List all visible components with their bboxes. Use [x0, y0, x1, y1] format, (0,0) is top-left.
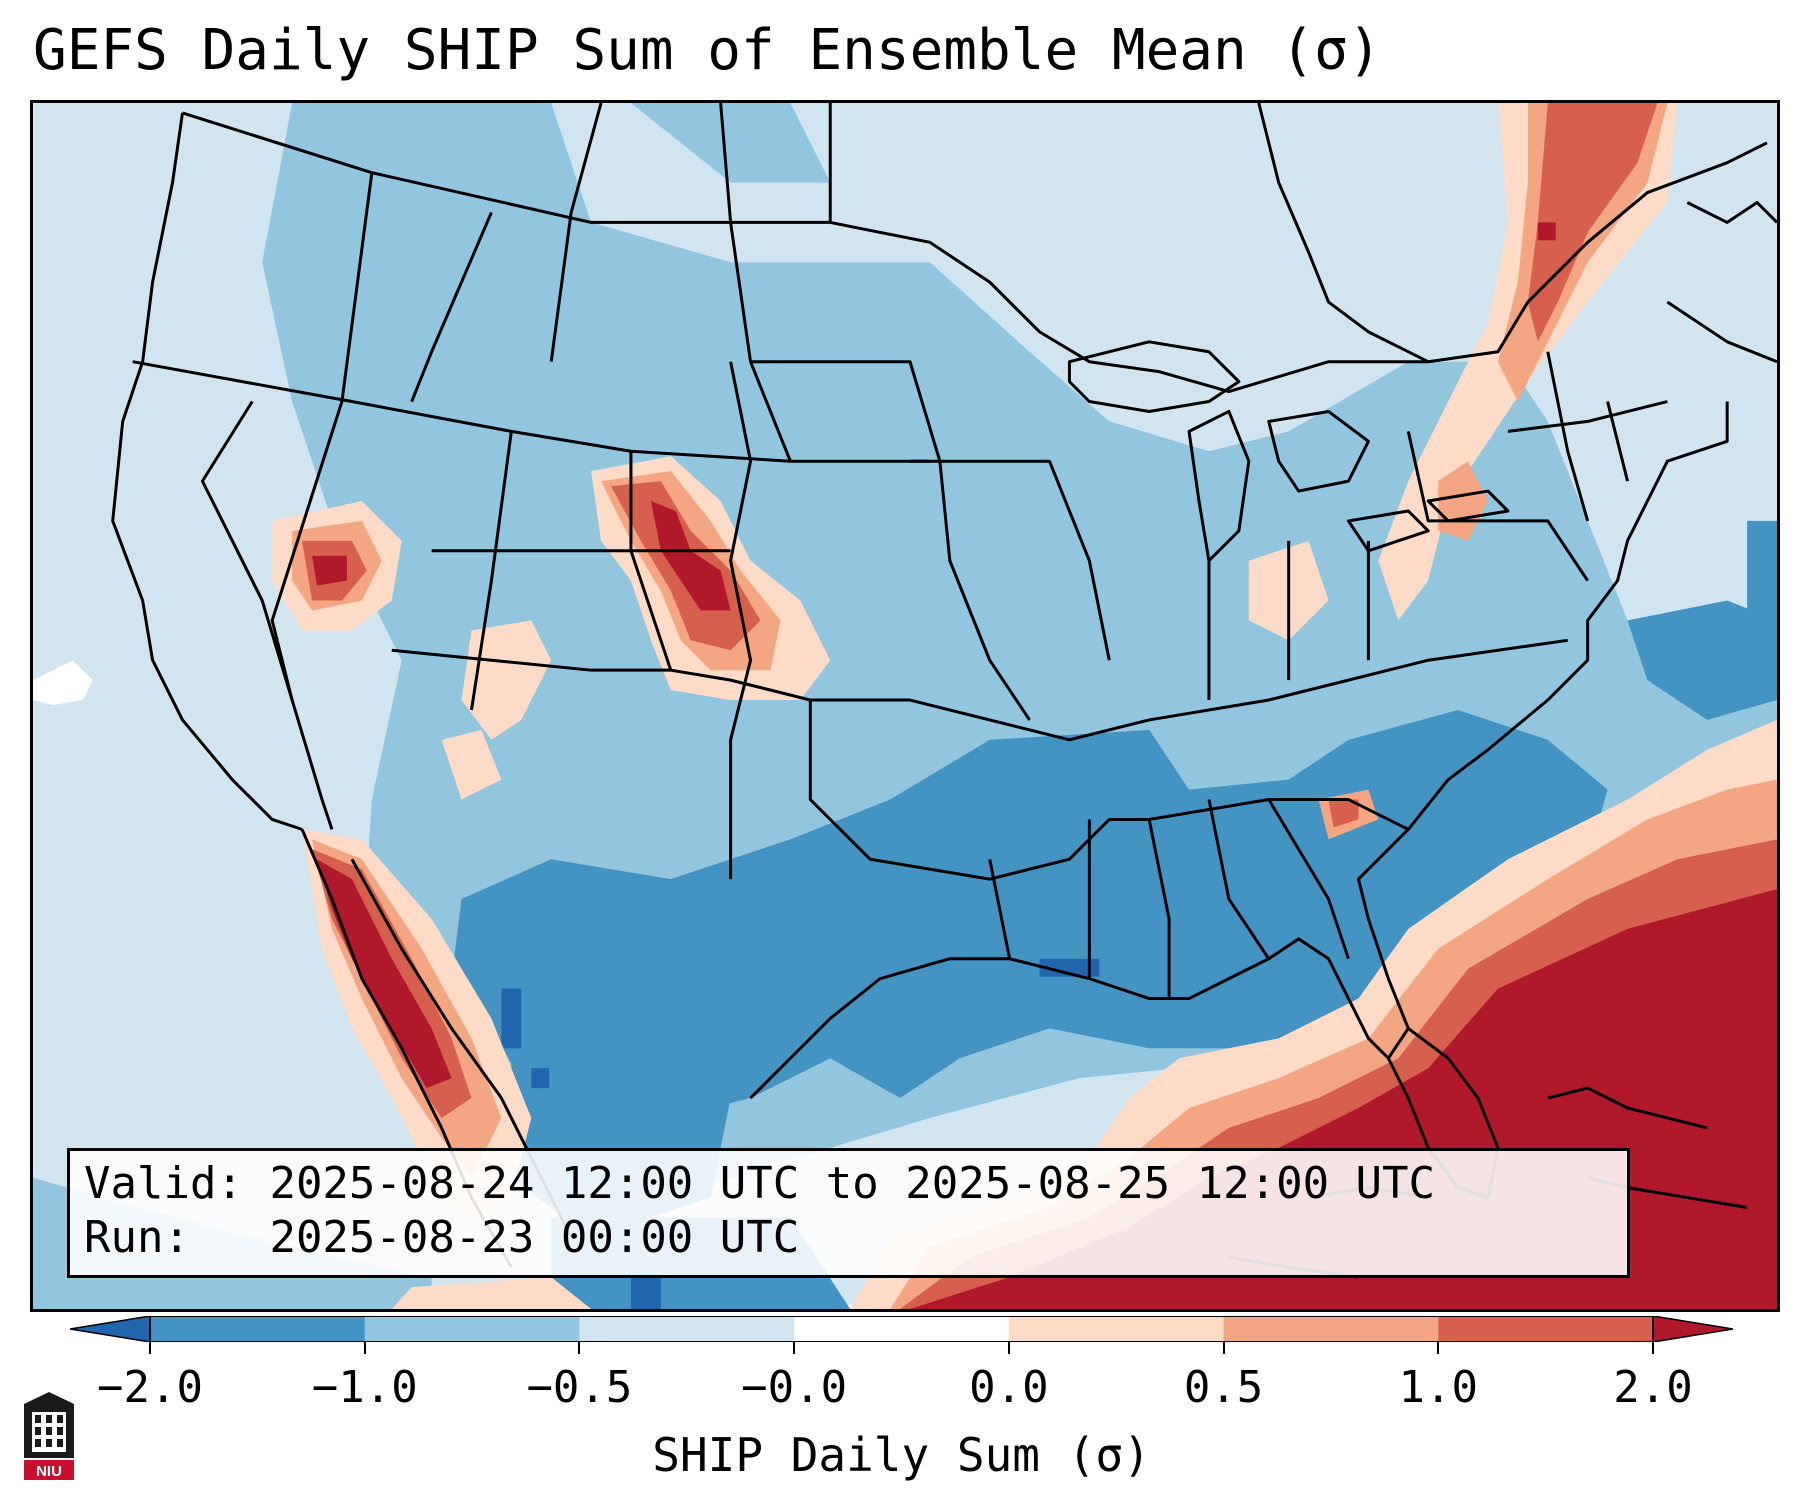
colorbar-tick-mark — [1007, 1342, 1010, 1354]
colorbar-tick-mark — [578, 1342, 581, 1354]
colorbar-tick-label: −0.5 — [526, 1362, 633, 1413]
colorbar-segment — [794, 1316, 1010, 1342]
colorbar-tick-mark — [1652, 1342, 1654, 1354]
run-time-text: 2025-08-23 00:00 UTC — [269, 1212, 800, 1263]
run-label: Run: — [84, 1212, 190, 1263]
valid-row: Valid: 2025-08-24 12:00 UTC to 2025-08-2… — [84, 1157, 1627, 1211]
colorbar-tick-mark — [793, 1342, 796, 1354]
colorbar-tick-label: −2.0 — [97, 1362, 203, 1413]
colorbar-outline — [149, 1316, 1654, 1342]
colorbar-high-extend-arrow — [1652, 1316, 1733, 1342]
niu-logo-icon: NIU — [24, 1392, 74, 1480]
colorbar-tick-label: 1.0 — [1398, 1362, 1479, 1413]
colorbar-tick-label: 0.0 — [969, 1362, 1049, 1413]
colorbar-tick-mark — [149, 1342, 151, 1354]
colorbar-tick-mark — [1222, 1342, 1225, 1354]
valid-run-info-box: Valid: 2025-08-24 12:00 UTC to 2025-08-2… — [67, 1148, 1630, 1278]
colorbar-segment — [579, 1316, 795, 1342]
colorbar-tick-label: 0.5 — [1183, 1362, 1264, 1413]
colorbar-segments — [150, 1316, 1654, 1342]
colorbar-segment — [1223, 1316, 1439, 1342]
colorbar-tick-mark — [1437, 1342, 1440, 1354]
map-panel — [30, 100, 1780, 1312]
colorbar — [70, 1316, 1733, 1342]
anomaly-dark-blue — [501, 958, 1100, 1309]
valid-time-text: 2025-08-24 12:00 UTC to 2025-08-25 12:00… — [269, 1158, 1436, 1209]
political-borders — [111, 103, 1777, 1279]
colorbar-segment — [150, 1316, 366, 1342]
colorbar-tick-label: 2.0 — [1613, 1362, 1693, 1413]
colorbar-low-extend-arrow — [70, 1316, 151, 1342]
anomaly-warm-northeast — [1378, 103, 1678, 621]
colorbar-tick-mark — [363, 1342, 366, 1354]
anomaly-warm-mexico — [302, 829, 592, 1309]
anomaly-neutral-specks — [33, 660, 93, 706]
colorbar-tick-label: −0.0 — [741, 1362, 848, 1413]
anomaly-map — [33, 103, 1777, 1309]
colorbar-segment — [1438, 1316, 1654, 1342]
colorbar-segment — [364, 1316, 580, 1342]
colorbar-segment — [1008, 1316, 1225, 1342]
run-row: Run: 2025-08-23 00:00 UTC — [84, 1211, 1627, 1265]
colorbar-label: SHIP Daily Sum (σ) — [652, 1428, 1151, 1482]
valid-label: Valid: — [84, 1158, 243, 1209]
niu-logo-text: NIU — [36, 1463, 62, 1480]
map-title: GEFS Daily SHIP Sum of Ensemble Mean (σ) — [33, 18, 1382, 83]
anomaly-warm-rockies — [272, 456, 1379, 840]
colorbar-tick-label: −1.0 — [311, 1362, 418, 1413]
